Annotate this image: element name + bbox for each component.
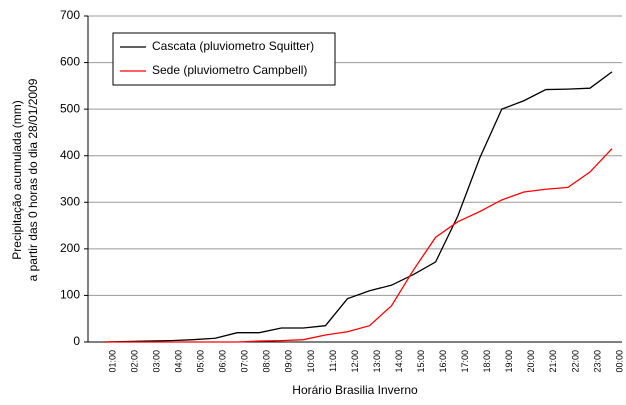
x-tick-label: 00:00 — [614, 350, 624, 373]
x-tick-label: 16:00 — [438, 350, 448, 373]
x-tick-label: 14:00 — [394, 350, 404, 373]
x-tick-label: 20:00 — [526, 350, 536, 373]
x-tick-label: 13:00 — [372, 350, 382, 373]
legend-label: Cascata (pluviometro Squitter) — [152, 39, 314, 53]
x-tick-label: 04:00 — [174, 350, 184, 373]
x-tick-label: 06:00 — [218, 350, 228, 373]
x-tick-label: 07:00 — [240, 350, 250, 373]
legend-box — [112, 32, 336, 86]
x-tick-label: 03:00 — [151, 350, 161, 373]
x-tick-label: 15:00 — [416, 350, 426, 373]
x-tick-label: 22:00 — [570, 350, 580, 373]
y-tick-label: 700 — [60, 8, 80, 22]
x-tick-label: 21:00 — [548, 350, 558, 373]
y-tick-label: 500 — [60, 101, 80, 115]
legend-label: Sede (pluviometro Campbell) — [152, 63, 307, 77]
x-tick-label: 08:00 — [262, 350, 272, 373]
x-tick-label: 23:00 — [592, 350, 602, 373]
y-tick-label: 600 — [60, 55, 80, 69]
y-axis-label: Precipitação acumulada (mm) — [10, 100, 24, 259]
line-series — [105, 148, 613, 343]
x-tick-label: 10:00 — [306, 350, 316, 373]
x-tick-label: 18:00 — [482, 350, 492, 373]
x-tick-label: 09:00 — [284, 350, 294, 373]
y-tick-label: 100 — [60, 288, 80, 302]
x-tick-label: 01:00 — [107, 350, 117, 373]
y-tick-label: 300 — [60, 194, 80, 208]
x-tick-label: 12:00 — [350, 350, 360, 373]
x-tick-label: 11:00 — [328, 350, 338, 372]
x-tick-label: 05:00 — [196, 350, 206, 373]
y-tick-label: 200 — [60, 241, 80, 255]
y-tick-label: 400 — [60, 148, 80, 162]
y-tick-label: 0 — [73, 334, 80, 348]
y-axis-label: a partir das 0 horas do dia 28/01/2009 — [26, 78, 40, 281]
x-axis-label: Horário Brasilia Inverno — [292, 383, 418, 397]
x-tick-label: 19:00 — [504, 350, 514, 373]
x-tick-label: 17:00 — [460, 350, 470, 373]
line-series — [104, 71, 613, 343]
x-tick-label: 02:00 — [129, 350, 139, 373]
